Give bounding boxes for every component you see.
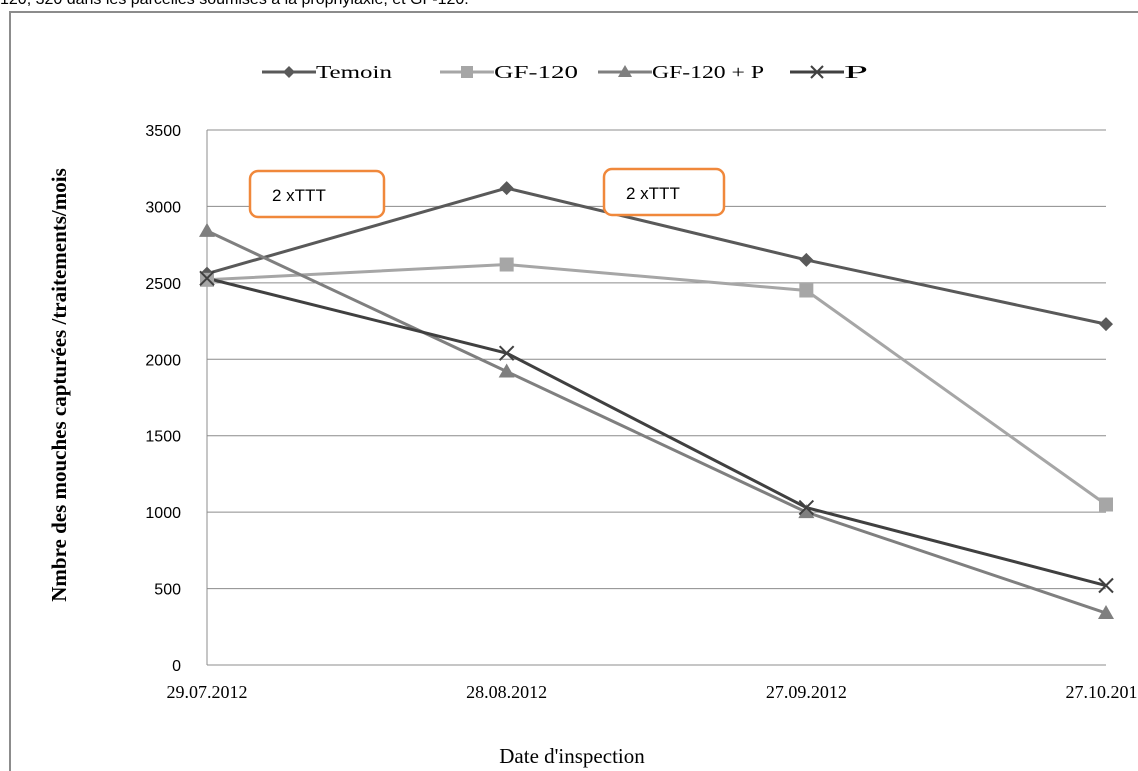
data-point-square [461, 66, 473, 78]
y-tick-label: 1000 [145, 505, 181, 522]
legend-label: GF-120 + P [652, 62, 764, 82]
legend-item: GF-120 [440, 62, 578, 82]
annotation-box: 2 xTTT [248, 169, 386, 219]
axes: 0 500 1000 1500 2000 2500 3000 3500 29.07.2012 28… [145, 123, 1138, 702]
data-point-square [499, 257, 514, 272]
data-point-x [798, 499, 815, 516]
data-point-square [200, 272, 214, 287]
y-tick-label: 500 [154, 582, 181, 599]
annotation-frame [602, 167, 726, 217]
series-lines [206, 186, 1107, 615]
series-line [206, 263, 1107, 506]
data-point-x [498, 345, 515, 361]
y-tick-label: 3000 [145, 199, 181, 216]
series-markers [199, 181, 1114, 620]
annotation-box: 2 xTTT [602, 167, 726, 217]
data-point-x [1098, 577, 1114, 594]
data-point-triangle [498, 363, 515, 378]
data-point-x [199, 270, 215, 286]
data-point-x [810, 65, 824, 79]
annotation-label: 2 xTTT [626, 184, 680, 203]
data-point-square [1099, 497, 1113, 512]
x-axis-label: Date d'inspection [499, 744, 645, 768]
legend: Temoin GF-120 GF-120 + P P [262, 62, 868, 82]
data-point-diamond [799, 252, 814, 267]
data-point-triangle [798, 504, 815, 519]
legend-label: P [844, 62, 868, 82]
legend-label: Temoin [316, 62, 392, 82]
x-tick-label: 29.07.2012 [167, 682, 248, 702]
legend-item: P [790, 62, 868, 82]
legend-label: GF-120 [494, 62, 578, 82]
x-tick-label: 27.10.2012 [1066, 682, 1138, 702]
data-point-diamond [283, 66, 295, 78]
legend-item: GF-120 + P [598, 62, 764, 82]
data-point-diamond [499, 181, 514, 196]
figure-caption: 120, 320 dans les parcelles soumises à l… [0, 0, 469, 9]
y-tick-label: 1500 [145, 429, 181, 446]
data-point-triangle [199, 222, 215, 237]
legend-item: Temoin [262, 62, 392, 82]
annotations: 2 xTTT 2 xTTT [248, 167, 726, 219]
series-line [206, 186, 1107, 326]
x-tick-label: 27.09.2012 [766, 682, 847, 702]
annotation-frame [248, 169, 386, 219]
y-tick-label: 2000 [145, 352, 181, 369]
series-line [206, 229, 1107, 615]
y-tick-label: 2500 [145, 276, 181, 293]
data-point-triangle [1098, 605, 1114, 620]
y-tick-label: 3500 [145, 123, 181, 140]
y-axis-label: Nmbre des mouches capturées /traitements… [47, 168, 71, 602]
data-point-square [799, 283, 814, 298]
series-line [206, 276, 1107, 587]
chart-frame [9, 11, 1138, 771]
annotation-label: 2 xTTT [272, 186, 326, 205]
data-point-diamond [1099, 317, 1113, 332]
y-tick-label: 0 [172, 658, 181, 675]
x-tick-label: 28.08.2012 [466, 682, 547, 702]
data-point-triangle [618, 65, 632, 77]
